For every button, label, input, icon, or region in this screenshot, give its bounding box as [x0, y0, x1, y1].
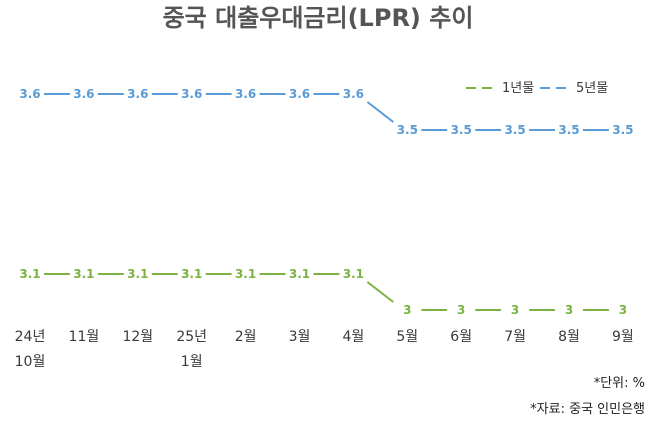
x-tick-label: 24년: [15, 329, 46, 345]
series-layer: 3.1 3.1 3.1 3.1 3.1 3.1 3.13 3 3 3 33.6 3.6 3.6 3.6 3.…: [19, 87, 633, 317]
x-tick-label: 11월: [69, 329, 100, 345]
legend-label: 1년물: [502, 81, 534, 96]
x-tick-label: 8월: [558, 329, 580, 345]
chart-title: 중국 대출우대금리(LPR) 추이: [163, 4, 474, 32]
data-label: 3.6: [289, 87, 310, 101]
data-label: 3: [511, 303, 519, 317]
data-label: 3.6: [127, 87, 148, 101]
data-label: 3: [565, 303, 573, 317]
data-label: 3.1: [127, 267, 148, 281]
data-label: 3.5: [612, 123, 633, 137]
data-label: 3.1: [289, 267, 310, 281]
legend-label: 5년물: [576, 81, 608, 96]
data-label: 3.1: [343, 267, 364, 281]
series-line-segment: [366, 101, 394, 123]
data-label: 3: [403, 303, 411, 317]
data-label: 3: [619, 303, 627, 317]
data-label: 3.1: [181, 267, 202, 281]
data-label: 3.6: [19, 87, 40, 101]
x-tick-label: 9월: [612, 329, 634, 345]
data-label: 3.1: [235, 267, 256, 281]
x-tick-label: 4월: [343, 329, 365, 345]
data-label: 3.1: [73, 267, 94, 281]
data-label: 3.6: [73, 87, 94, 101]
series-line-segment: [366, 281, 394, 303]
series-1y: 3.1 3.1 3.1 3.1 3.1 3.1 3.1 3 3 3 3 3: [19, 267, 627, 317]
x-tick-label: 1월: [181, 354, 203, 370]
data-label: 3: [457, 303, 465, 317]
data-label: 3.5: [451, 123, 472, 137]
x-tick-label: 10월: [15, 354, 46, 370]
x-tick-label: 3월: [289, 329, 311, 345]
source-note: *자료: 중국 인민은행: [530, 402, 645, 417]
data-label: 3.6: [181, 87, 202, 101]
x-tick-label: 25년: [176, 329, 207, 345]
x-tick-label: 5월: [396, 329, 418, 345]
unit-note: *단위: %: [593, 376, 645, 391]
x-tick-label: 7월: [504, 329, 526, 345]
data-label: 3.5: [558, 123, 579, 137]
data-label: 3.6: [343, 87, 364, 101]
data-label: 3.6: [235, 87, 256, 101]
x-axis: 24년 10월 11월 12월 25년 1월 2월 3월 4월 5월 6월 7월 8월 9월: [15, 329, 634, 370]
data-label: 3.1: [19, 267, 40, 281]
x-tick-label: 12월: [122, 329, 153, 345]
data-label: 3.5: [397, 123, 418, 137]
data-label: 3.5: [504, 123, 525, 137]
legend: 1년물 5년물: [466, 81, 608, 96]
x-tick-label: 6월: [450, 329, 472, 345]
series-5y: 3.6 3.6 3.6 3.6 3.6 3.6 3.6 3.5 3.5 3.5 3.5 3.5: [19, 87, 633, 137]
x-tick-label: 2월: [235, 329, 257, 345]
